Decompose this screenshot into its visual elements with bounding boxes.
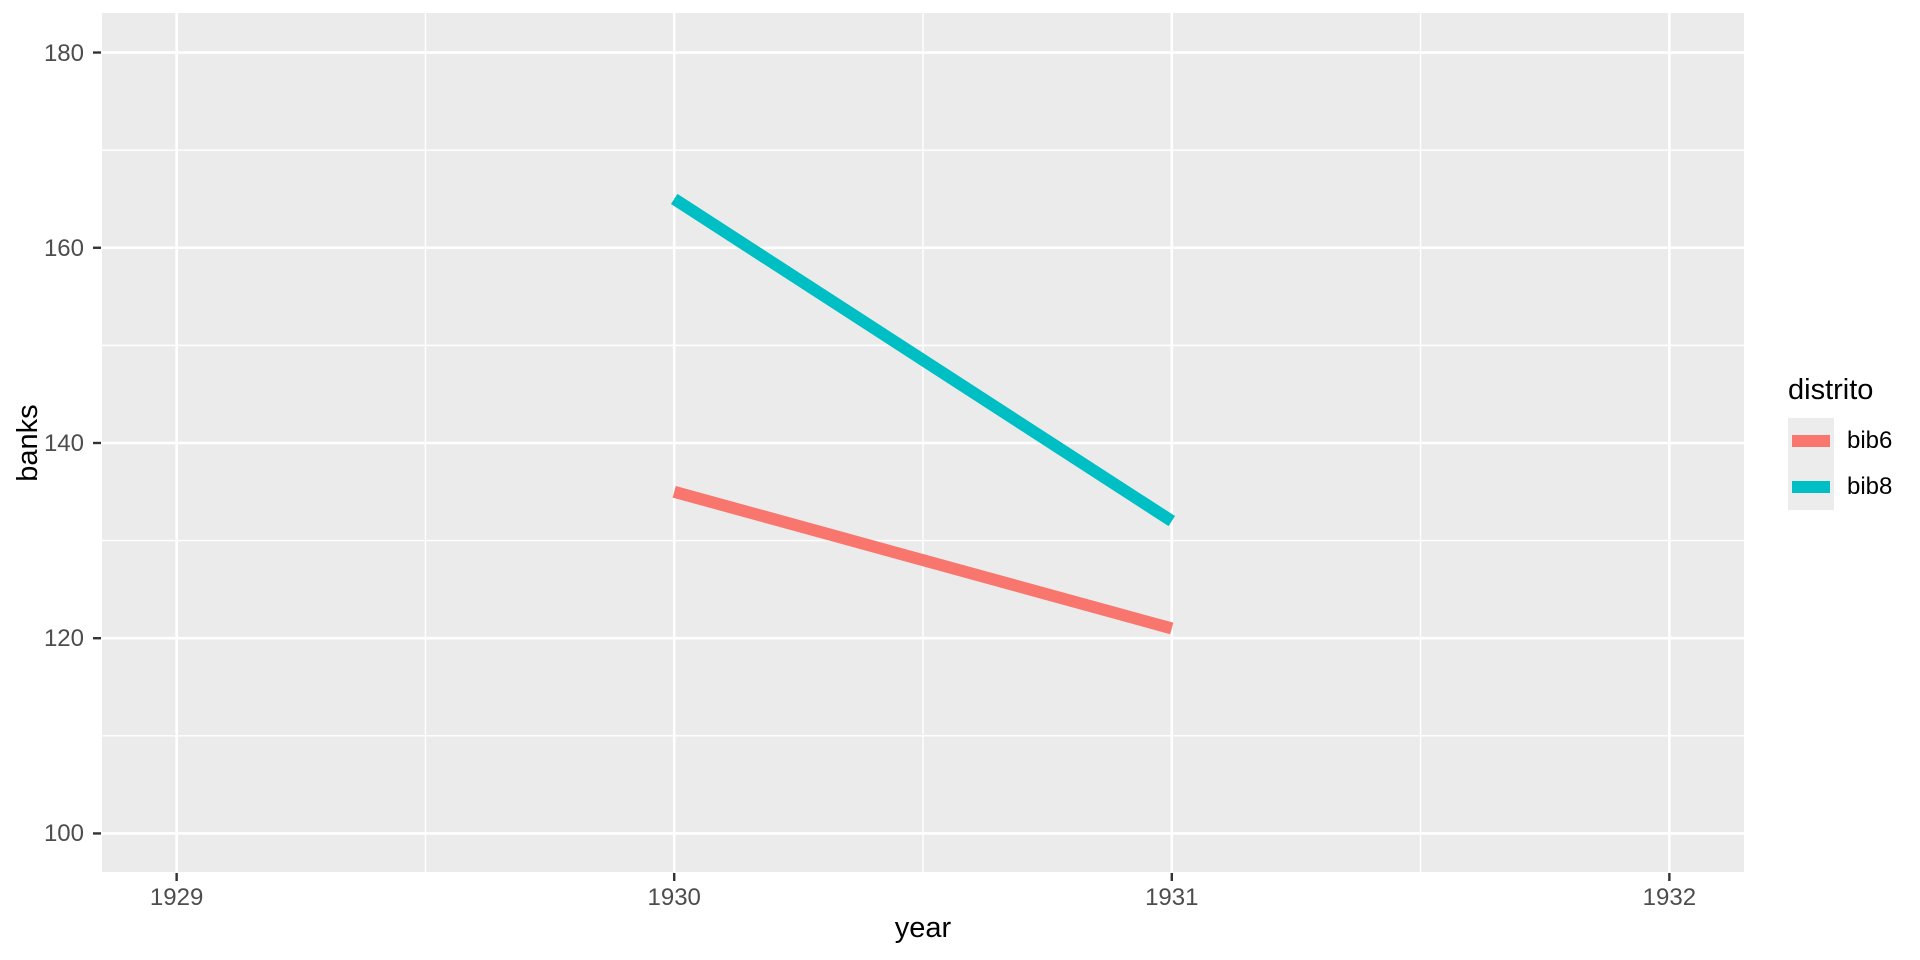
legend-item-label: bib8 bbox=[1847, 473, 1893, 500]
legend-key-line-icon bbox=[1792, 435, 1830, 447]
x-axis-title: year bbox=[894, 912, 952, 944]
legend: distrito bib6 bib8 bbox=[1788, 375, 1892, 510]
x-tick-label: 1929 bbox=[149, 884, 204, 911]
legend-key-line-icon bbox=[1792, 481, 1830, 493]
legend-item-bib8: bib8 bbox=[1788, 464, 1892, 510]
legend-item-bib6: bib6 bbox=[1788, 418, 1892, 464]
x-tick-label: 1931 bbox=[1145, 884, 1199, 911]
legend-title: distrito bbox=[1788, 374, 1874, 406]
y-tick-label: 160 bbox=[43, 234, 84, 262]
series-line-bib8 bbox=[670, 193, 1176, 527]
legend-item-label: bib6 bbox=[1847, 427, 1893, 454]
legend-key-swatch bbox=[1788, 464, 1834, 510]
y-tick-label: 120 bbox=[43, 625, 84, 653]
y-axis-title: banks bbox=[12, 404, 44, 482]
legend-key-swatch bbox=[1788, 418, 1834, 464]
series-line-bib6 bbox=[672, 486, 1174, 635]
y-tick-label: 100 bbox=[43, 820, 84, 848]
y-tick-label: 180 bbox=[43, 39, 84, 67]
y-tick-label: 140 bbox=[43, 429, 84, 457]
x-tick-label: 1930 bbox=[647, 884, 701, 911]
x-tick-label: 1932 bbox=[1642, 884, 1697, 911]
